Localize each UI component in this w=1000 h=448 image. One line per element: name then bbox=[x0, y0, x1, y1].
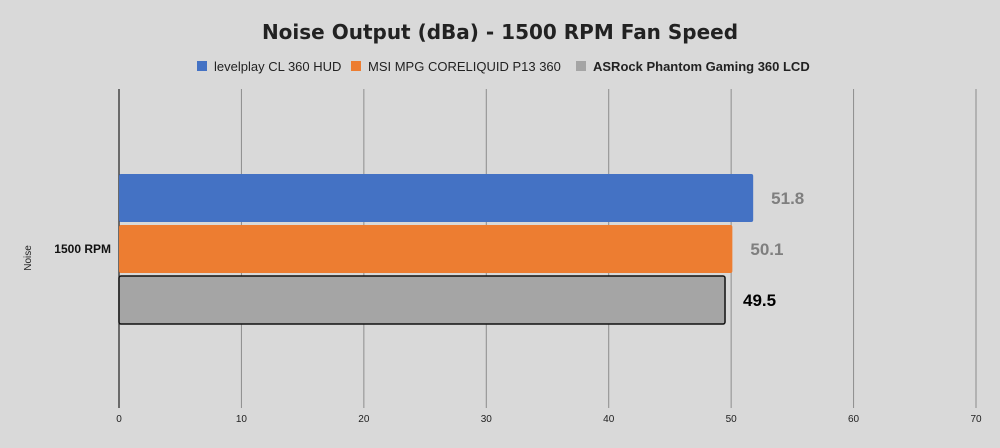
chart-title: Noise Output (dBa) - 1500 RPM Fan Speed bbox=[262, 20, 738, 44]
legend-swatch bbox=[351, 61, 361, 71]
legend-label: ASRock Phantom Gaming 360 LCD bbox=[593, 59, 810, 74]
x-tick-label: 40 bbox=[603, 414, 615, 425]
legend-swatch bbox=[576, 61, 586, 71]
x-tick-label: 60 bbox=[848, 414, 860, 425]
data-label: 49.5 bbox=[743, 291, 776, 310]
bar bbox=[119, 225, 733, 273]
legend-label: MSI MPG CORELIQUID P13 360 bbox=[368, 59, 561, 74]
x-tick-label: 20 bbox=[358, 414, 370, 425]
bar bbox=[119, 174, 754, 222]
data-labels: 51.8 50.1 49.5 bbox=[743, 189, 804, 310]
x-tick-label: 30 bbox=[481, 414, 493, 425]
data-label: 51.8 bbox=[771, 189, 804, 208]
legend-swatch bbox=[197, 61, 207, 71]
category-label: 1500 RPM bbox=[54, 242, 111, 256]
x-axis-ticks: 0 10 20 30 40 50 60 70 bbox=[116, 414, 982, 425]
y-axis-title: Noise bbox=[23, 245, 34, 271]
legend-label: levelplay CL 360 HUD bbox=[214, 59, 341, 74]
legend: levelplay CL 360 HUD MSI MPG CORELIQUID P… bbox=[197, 59, 810, 74]
x-tick-label: 0 bbox=[116, 414, 122, 425]
bar bbox=[118, 275, 726, 325]
data-label: 50.1 bbox=[750, 240, 783, 259]
category-labels: 1500 RPM bbox=[54, 242, 111, 256]
x-tick-label: 70 bbox=[970, 414, 982, 425]
x-tick-label: 50 bbox=[726, 414, 738, 425]
x-tick-label: 10 bbox=[236, 414, 248, 425]
bars bbox=[118, 174, 754, 325]
